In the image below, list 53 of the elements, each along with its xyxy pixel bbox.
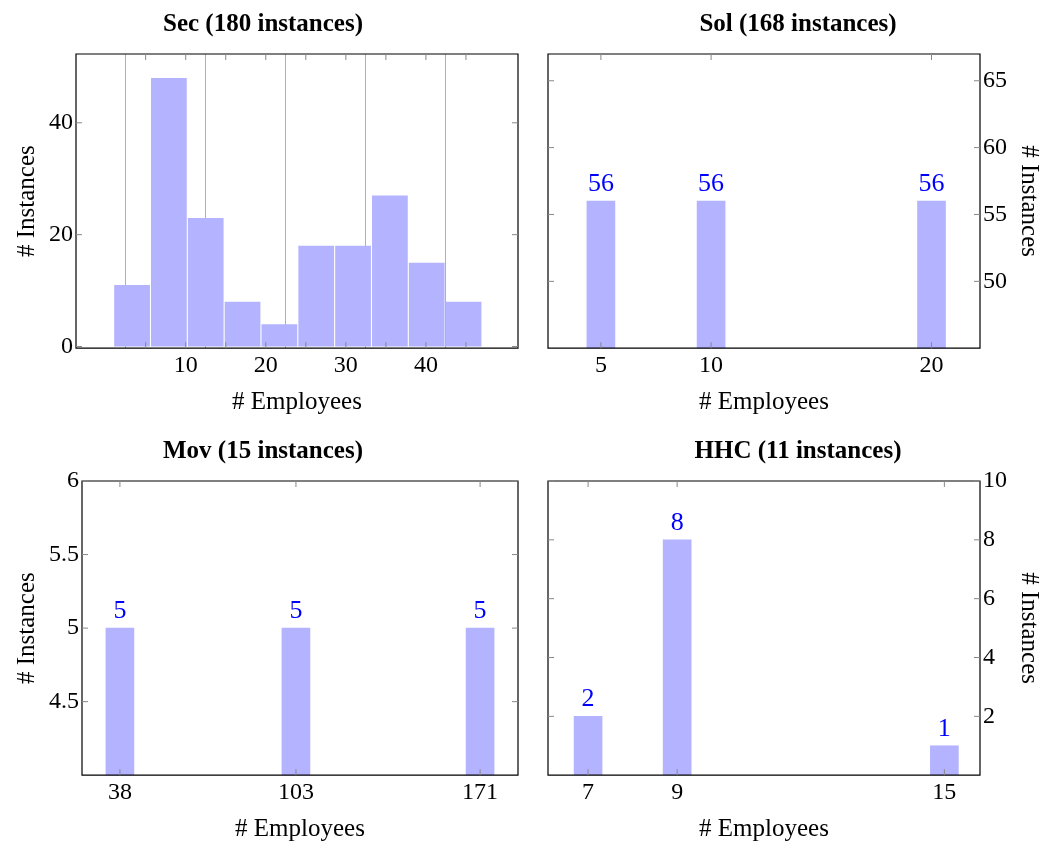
data-label: 2 <box>581 683 595 713</box>
data-label: 1 <box>937 712 951 742</box>
chart-title: Sol (168 instances) <box>699 9 897 38</box>
y2-tick-label: 6 <box>983 583 995 610</box>
x-tick-label: 7 <box>582 777 595 804</box>
x-axis-title: # Employees <box>699 386 829 414</box>
y2-tick-label: 2 <box>983 701 995 728</box>
x-axis-title: # Employees <box>232 386 362 414</box>
data-label: 5 <box>289 594 303 624</box>
y-axis-title: # Instances <box>11 572 39 684</box>
x-tick-label: 38 <box>107 777 132 804</box>
y-tick-label: 0 <box>61 331 73 358</box>
chart-title: HHC (11 instances) <box>694 436 902 465</box>
chart-title: Mov (15 instances) <box>163 436 363 465</box>
y2-tick-label: 60 <box>983 132 1007 159</box>
y-tick-label: 4.5 <box>49 686 79 713</box>
x-axis-title: # Employees <box>235 813 365 841</box>
y2-tick-label: 50 <box>983 266 1007 293</box>
x-tick-label: 20 <box>253 350 278 377</box>
x-tick-label: 171 <box>462 777 499 804</box>
x-tick-label: 15 <box>932 777 957 804</box>
data-label: 5 <box>113 594 127 624</box>
x-tick-label: 9 <box>671 777 684 804</box>
x-tick-label: 40 <box>413 350 438 377</box>
x-tick-label: 30 <box>333 350 358 377</box>
bar <box>662 539 692 776</box>
bar <box>573 716 603 776</box>
chart-title: Sec (180 instances) <box>163 9 363 38</box>
y2-axis-title: # Instances <box>1017 145 1045 257</box>
data-label: 56 <box>587 167 614 197</box>
y2-tick-label: 65 <box>983 66 1007 93</box>
y2-tick-label: 8 <box>983 525 995 552</box>
data-label: 56 <box>918 167 945 197</box>
x-tick-label: 103 <box>277 777 314 804</box>
y-tick-label: 5 <box>67 613 79 640</box>
y2-axis-title: # Instances <box>1017 572 1045 684</box>
bar <box>930 745 959 776</box>
data-label: 5 <box>473 594 487 624</box>
x-tick-label: 10 <box>699 350 724 377</box>
data-label: 8 <box>670 506 684 536</box>
y-tick-label: 40 <box>49 108 73 135</box>
x-axis-title: # Employees <box>699 813 829 841</box>
x-tick-label: 5 <box>594 350 607 377</box>
x-tick-label: 20 <box>919 350 944 377</box>
y2-tick-label: 55 <box>983 199 1007 226</box>
y-tick-label: 5.5 <box>49 539 79 566</box>
y2-tick-label: 4 <box>983 642 995 669</box>
x-tick-label: 10 <box>173 350 198 377</box>
y-tick-label: 20 <box>49 219 73 246</box>
data-label: 56 <box>698 167 725 197</box>
y-tick-label: 6 <box>67 466 79 493</box>
y2-tick-label: 10 <box>983 466 1007 493</box>
y-axis-title: # Instances <box>11 145 39 257</box>
